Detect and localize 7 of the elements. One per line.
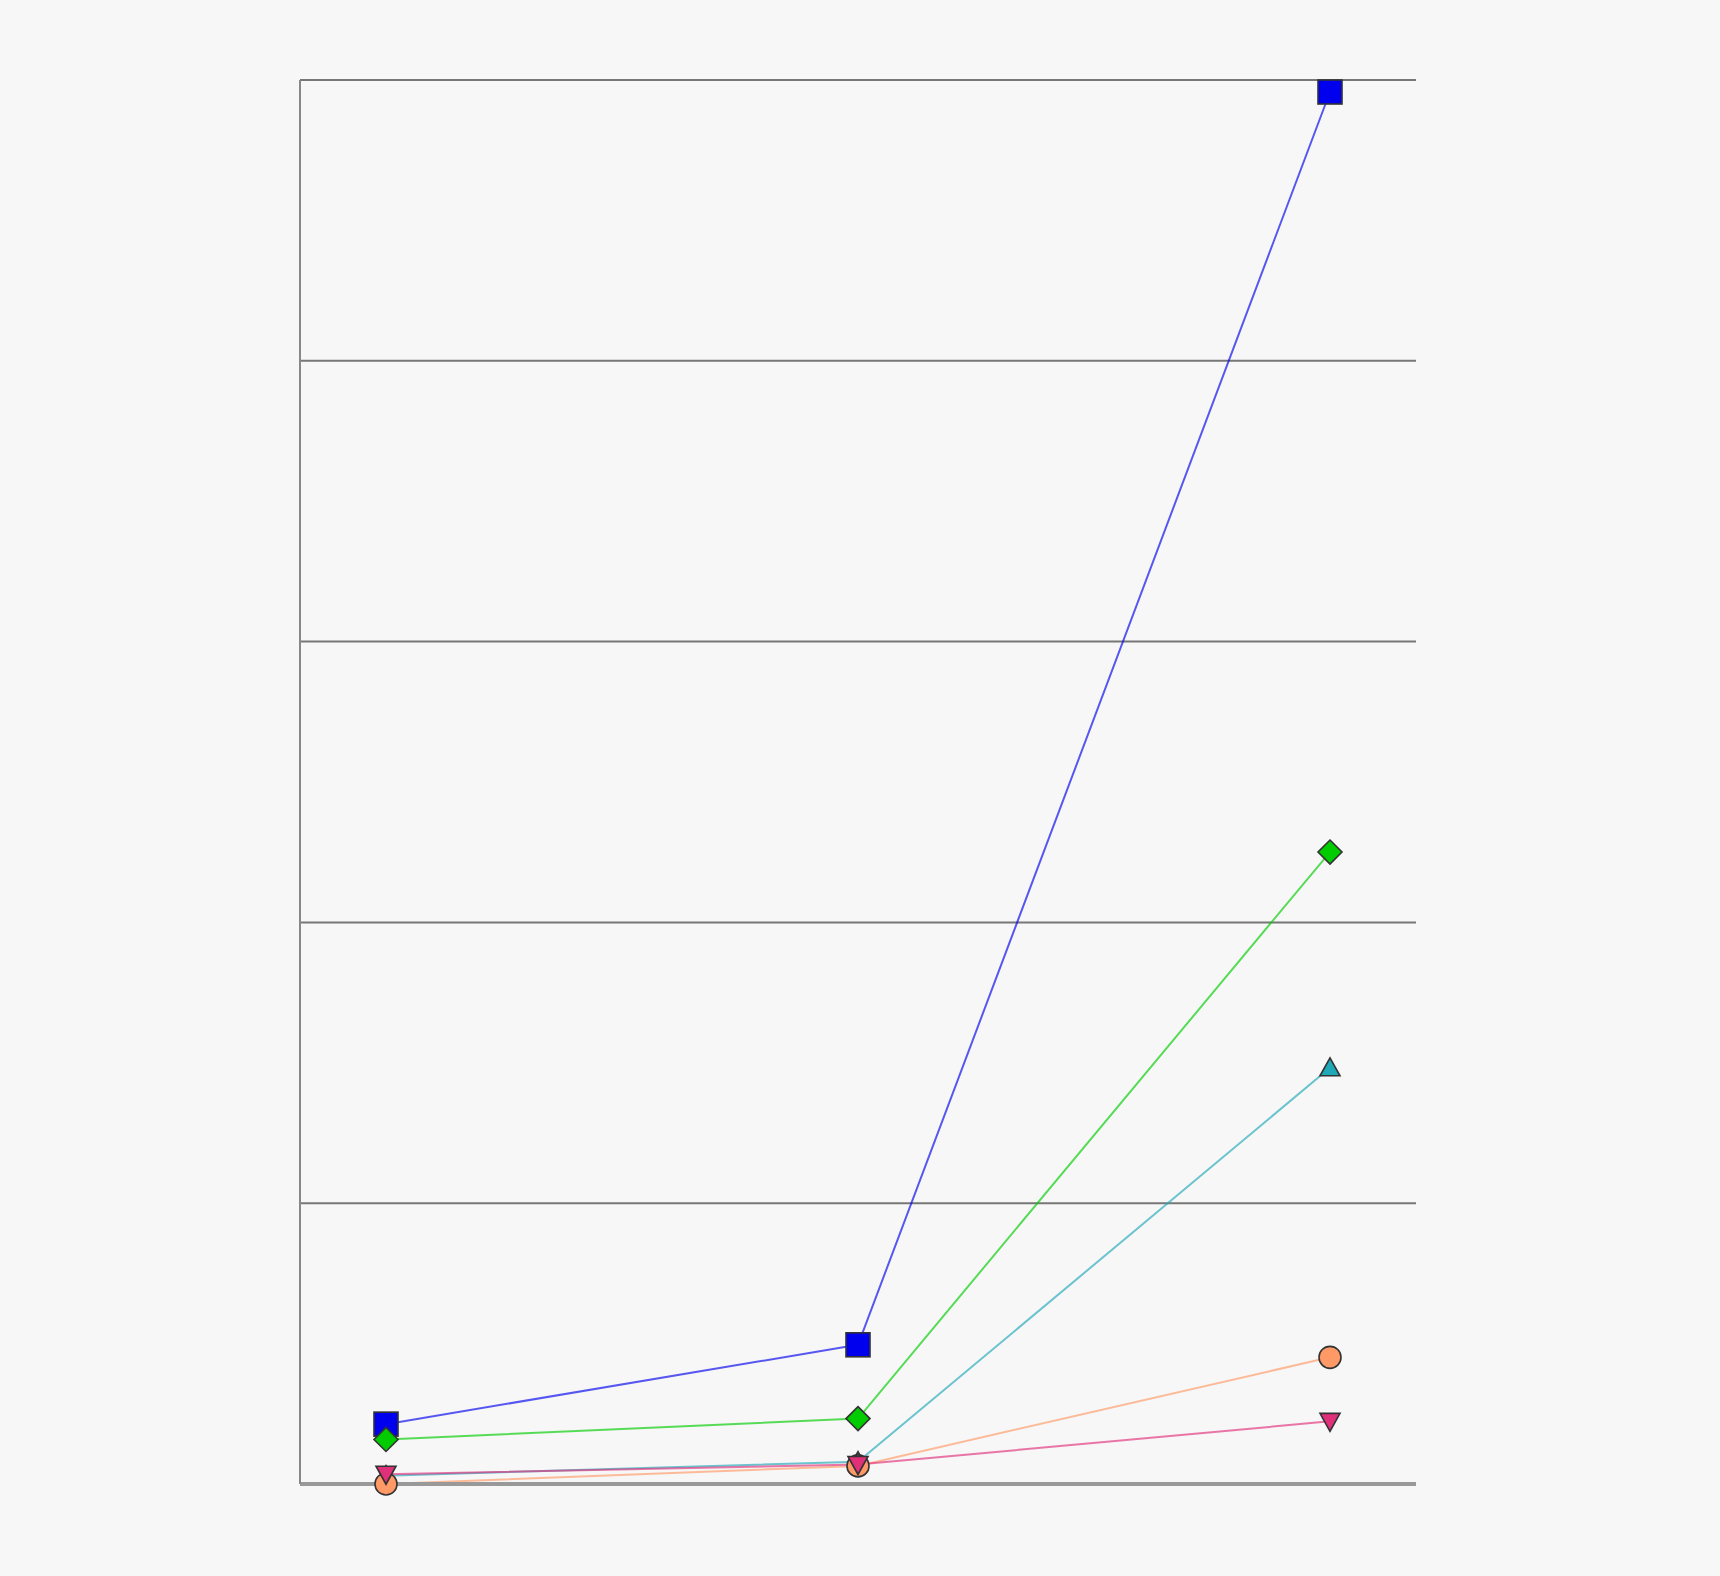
point [1319,1412,1341,1433]
point [1317,839,1343,865]
point [845,1405,871,1432]
point [845,1332,871,1358]
point [373,1426,399,1453]
point [1317,79,1343,105]
point [1318,1345,1342,1370]
